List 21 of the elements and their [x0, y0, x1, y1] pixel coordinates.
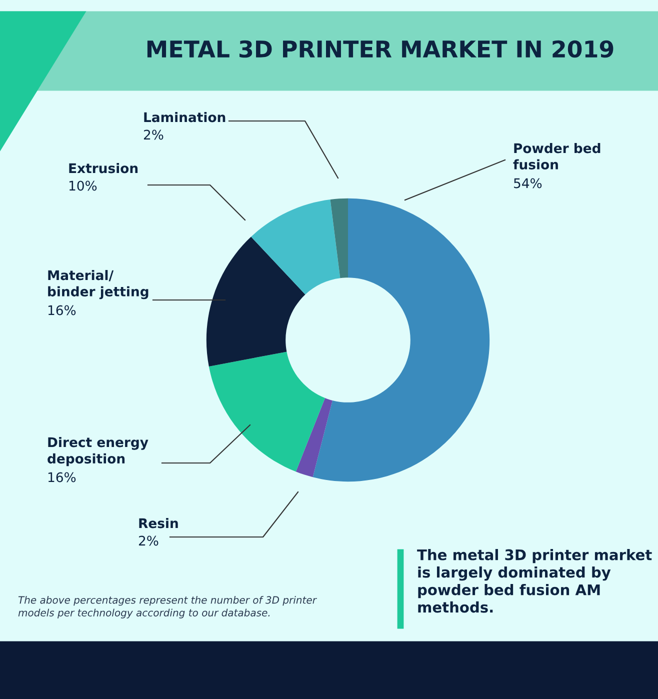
slice-label: Powder bed fusion: [513, 143, 600, 170]
slice-label: Material/ binder jetting: [48, 270, 148, 300]
slice-label: Direct energy deposition: [48, 437, 148, 466]
slice-label: Lamination: [144, 112, 226, 122]
data-label: 54%: [514, 178, 542, 188]
data-label: 16%: [48, 305, 76, 316]
data-label: 10%: [69, 180, 97, 191]
donut-slice: [296, 398, 332, 478]
donut-slice: [312, 198, 490, 482]
data-label: 2%: [144, 130, 164, 140]
text: The metal 3D printer market is largely dominated by powder bed fusion AM methods.: [417, 549, 652, 613]
donut-slice: [206, 236, 306, 367]
data-label: 16%: [48, 472, 76, 482]
donut-slice: [251, 200, 340, 295]
donut-slice: [208, 352, 326, 472]
donut-slice: [330, 198, 348, 278]
data-label: 2%: [138, 536, 158, 546]
chart-title: METAL 3D PRINTER MARKET IN 2019: [147, 40, 614, 58]
slice-label: Extrusion: [69, 163, 138, 174]
slice-label: Resin: [139, 518, 178, 528]
text: The above percentages represent the number of 3D printer models per technology according to our database.: [18, 596, 317, 618]
